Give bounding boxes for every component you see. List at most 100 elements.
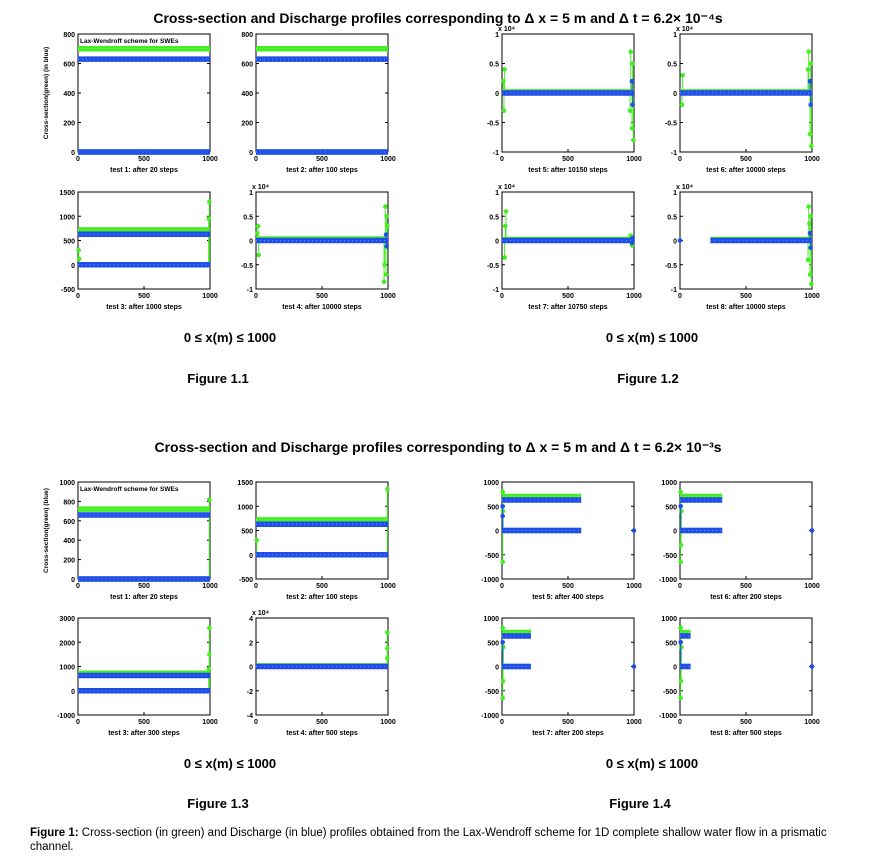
series-green-point: [679, 102, 685, 108]
y-tick-label: 0.5: [667, 214, 677, 221]
chart-panel-1-1d: -1 -0.5 0 0.5 1 0 500 1000 x 10⁴ test 4: after 10…: [241, 184, 396, 311]
plot-frame: [77, 33, 211, 153]
y-tick-label: -1000: [481, 713, 499, 720]
series-green-point: [501, 644, 506, 650]
series-green-point: [500, 559, 505, 565]
series-green-point: [627, 108, 633, 113]
chart-panel-1-4a: -1000 -500 0 500 1000 0 500 1000 test 5: after 4…: [481, 480, 642, 601]
series-blue-point: [808, 245, 813, 251]
x-tick-label: 1000: [202, 719, 218, 726]
x-axis-label: test 8: after 500 steps: [710, 730, 782, 737]
caption-label: Figure 1:: [30, 827, 79, 839]
x-tick-label: 1000: [380, 583, 396, 590]
series-green-point: [385, 223, 390, 229]
x-axis-label: test 3: after 300 steps: [108, 730, 180, 737]
y-tick-label: 0: [495, 665, 499, 672]
panel-title: Lax-Wendroff scheme for SWEs: [80, 486, 179, 493]
x-axis-label: test 2: after 100 steps: [286, 167, 358, 174]
y-tick-label: -500: [663, 553, 677, 560]
chart-panel-1-2a: -1 -0.5 0 0.5 1 0 500 1000 x 10⁴ test 5: after 10…: [487, 26, 642, 174]
y-tick-label: -500: [485, 689, 499, 696]
series-green-point: [678, 695, 683, 701]
y-tick-label: 500: [487, 640, 499, 647]
series-green-point: [256, 252, 261, 258]
x-tick-label: 500: [740, 156, 752, 163]
series-green-point: [678, 678, 684, 684]
y-tick-label: 400: [63, 538, 75, 545]
y-tick-label: 0: [495, 239, 499, 246]
y-tick-label: 1: [673, 190, 677, 197]
x-tick-label: 0: [76, 583, 80, 590]
x-tick-label: 0: [678, 719, 682, 726]
series-green-point: [809, 143, 814, 149]
x-tick-label: 500: [562, 719, 574, 726]
y-tick-label: -1000: [659, 713, 677, 720]
series-green-point: [381, 279, 387, 285]
x-axis-label: test 4: after 500 steps: [286, 730, 358, 737]
y-tick-label: 0: [71, 689, 75, 696]
y-tick-label: 1000: [59, 480, 75, 487]
series-green-point: [207, 625, 212, 630]
y-tick-label: 0: [71, 577, 75, 584]
series-blue-point: [630, 235, 635, 241]
series-green-point: [806, 204, 811, 209]
series-green-point: [500, 678, 506, 684]
series-blue-point: [808, 102, 813, 108]
x-axis-label: test 2: after 100 steps: [286, 594, 358, 601]
y-tick-label: 0.5: [489, 62, 499, 69]
x-tick-label: 1000: [380, 156, 396, 163]
x-axis-label: test 6: after 200 steps: [710, 594, 782, 601]
x-tick-label: 1000: [804, 719, 820, 726]
y-tick-label: 1: [673, 32, 677, 39]
x-tick-label: 1000: [804, 293, 820, 300]
series-blue: [78, 231, 210, 268]
x-tick-label: 500: [740, 719, 752, 726]
series-blue: [78, 56, 210, 155]
heading-bottom: Cross-section and Discharge profiles cor…: [154, 439, 721, 455]
y-tick-label: 1: [249, 190, 253, 197]
range-label-1-3: 0 ≤ x(m) ≤ 1000: [184, 756, 276, 771]
x-tick-label: 500: [316, 156, 328, 163]
y-tick-label: 500: [665, 504, 677, 511]
chart-panel-1-2d: -1 -0.5 0 0.5 1 0 500 1000 x 10⁴ test 8: after 10…: [665, 184, 820, 311]
y-tick-label: 800: [63, 32, 75, 39]
y-tick-label: 0.5: [667, 62, 677, 69]
y-tick-label: 0: [249, 150, 253, 157]
x-tick-label: 0: [500, 156, 504, 163]
y-tick-label: -4: [247, 713, 253, 720]
y-tick-label: 4: [249, 616, 253, 623]
y-tick-label: 0: [495, 91, 499, 98]
x-tick-label: 500: [316, 293, 328, 300]
series-green-point: [680, 73, 685, 78]
y-tick-label: -1: [493, 150, 499, 157]
series-green-point: [502, 67, 507, 72]
series-green-point: [500, 625, 505, 630]
figure-label-1-3: Figure 1.3: [187, 796, 248, 811]
series-green-point: [385, 655, 390, 661]
y-exponent-label: x 10⁴: [252, 184, 270, 191]
x-axis-label: test 5: after 10150 steps: [528, 167, 607, 174]
y-tick-label: 500: [487, 504, 499, 511]
x-tick-label: 1000: [804, 156, 820, 163]
x-tick-label: 500: [138, 583, 150, 590]
x-axis-label: test 1: after 20 steps: [110, 167, 178, 174]
y-exponent-label: x 10⁴: [498, 26, 516, 33]
series-green-point: [631, 137, 636, 143]
figure-caption: Figure 1: Cross-section (in green) and D…: [30, 826, 860, 854]
y-tick-label: 1000: [661, 480, 677, 487]
y-tick-label: 0.5: [489, 214, 499, 221]
y-tick-label: 0: [249, 553, 253, 560]
x-tick-label: 0: [678, 156, 682, 163]
series-blue-point: [809, 664, 815, 669]
series-blue: [677, 230, 813, 251]
y-tick-label: 1000: [661, 616, 677, 623]
series-green-point: [500, 695, 505, 701]
x-axis-label: test 7: after 200 steps: [532, 730, 604, 737]
series-blue: [256, 56, 388, 155]
y-exponent-label: x 10⁴: [252, 610, 270, 617]
series-green-point: [76, 256, 82, 262]
y-tick-label: 1: [495, 32, 499, 39]
series-green-point: [503, 223, 508, 229]
